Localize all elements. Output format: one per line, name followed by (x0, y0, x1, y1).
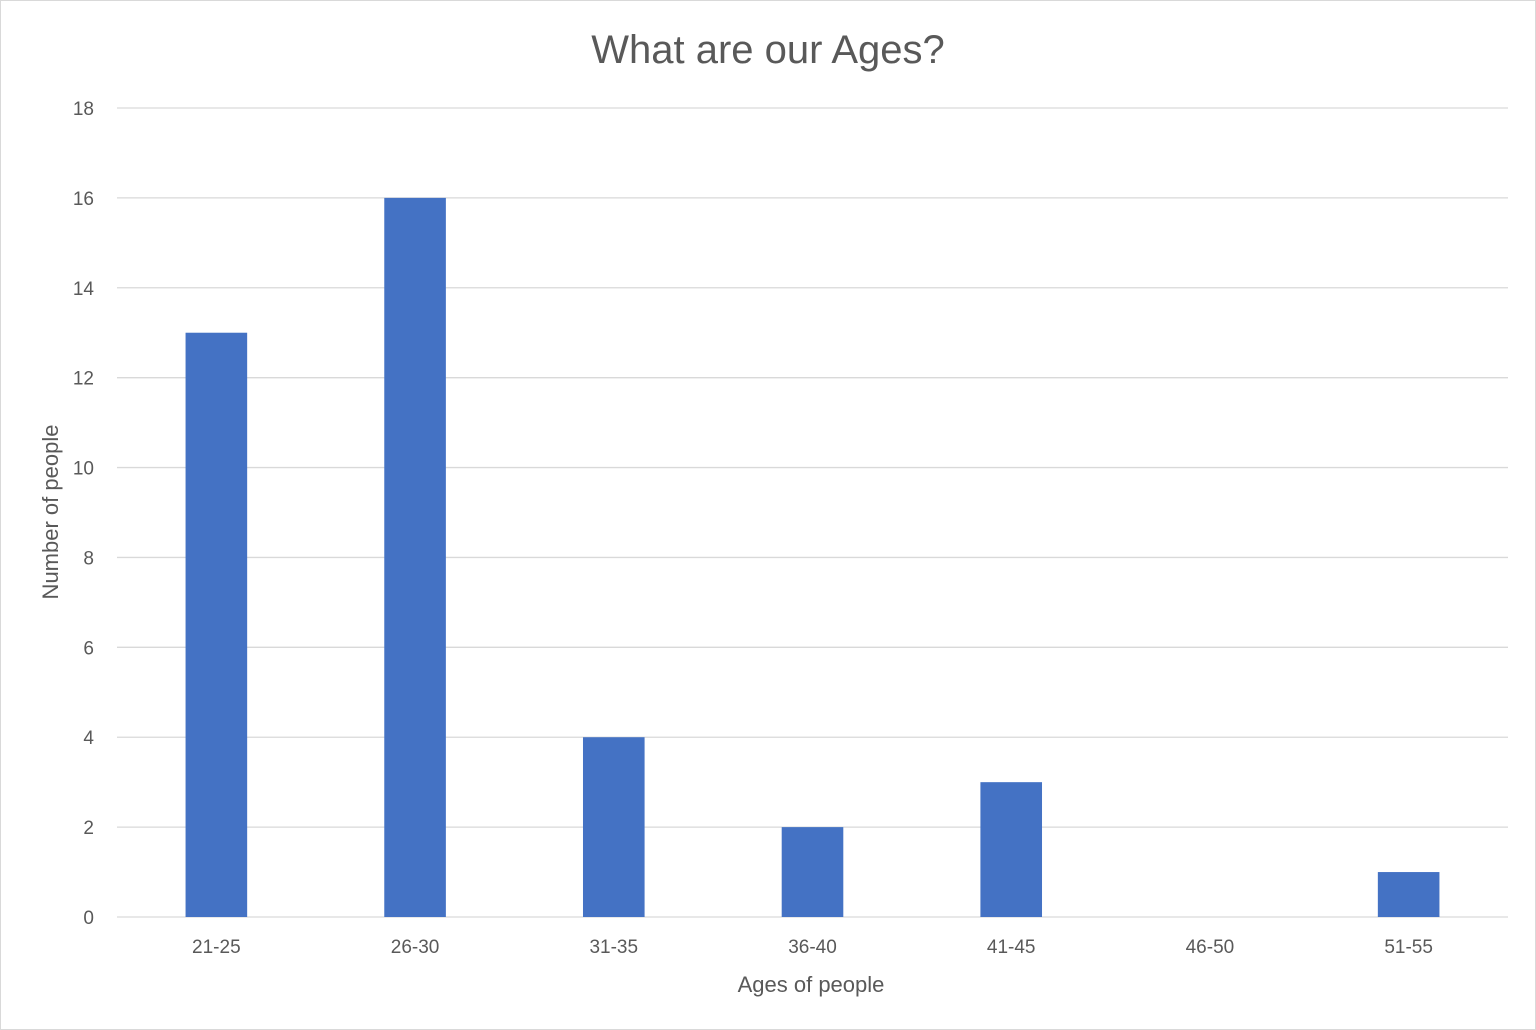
bars (185, 197, 1440, 917)
chart-title: What are our Ages? (591, 28, 945, 72)
y-tick-label: 12 (73, 369, 94, 390)
x-tick-label: 51-55 (1384, 937, 1433, 958)
y-tick-label: 6 (83, 638, 94, 659)
x-tick-label: 41-45 (987, 937, 1036, 958)
x-tick-label: 21-25 (192, 937, 241, 958)
y-tick-label: 14 (73, 279, 95, 300)
bar-36-40 (781, 827, 844, 917)
x-axis-title: Ages of people (738, 972, 885, 997)
y-tick-label: 8 (83, 548, 94, 569)
bar-31-35 (582, 737, 645, 917)
x-tick-label: 46-50 (1186, 937, 1235, 958)
y-tick-label: 16 (73, 189, 94, 210)
y-tick-label: 4 (83, 728, 94, 749)
gridlines (117, 107, 1508, 918)
y-tick-label: 0 (83, 908, 94, 929)
x-tick-label: 26-30 (391, 937, 440, 958)
x-tick-label: 31-35 (589, 937, 638, 958)
y-tick-label: 18 (73, 99, 94, 120)
bar-51-55 (1377, 872, 1440, 917)
bar-41-45 (980, 782, 1043, 917)
bar-26-30 (384, 197, 446, 917)
x-tick-label: 36-40 (788, 937, 837, 958)
y-axis-title: Number of people (38, 425, 63, 600)
y-tick-label: 10 (73, 459, 94, 480)
y-tick-label: 2 (83, 818, 94, 839)
bar-21-25 (185, 332, 248, 917)
x-axis-tick-labels: 21-25 26-30 31-35 36-40 41-45 46-50 51-55 (192, 937, 1433, 958)
y-axis-tick-labels: 0 2 4 6 8 10 12 14 16 18 (73, 99, 95, 929)
